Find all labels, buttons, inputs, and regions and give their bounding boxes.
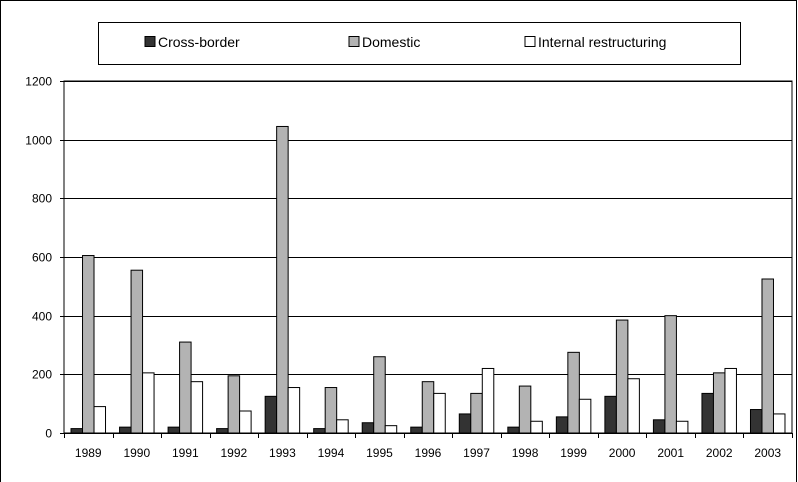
bar-internal-restructuring-1994 <box>336 419 349 434</box>
bar-cross-border-1998 <box>507 426 520 434</box>
legend-box <box>98 22 741 65</box>
x-tick-label-2001: 2001 <box>657 446 684 460</box>
bar-internal-restructuring-2002 <box>724 367 737 434</box>
bar-domestic-1998 <box>518 385 532 434</box>
bar-domestic-2001 <box>664 315 677 434</box>
bar-cross-border-1990 <box>119 426 132 434</box>
bar-cross-border-1991 <box>167 426 181 434</box>
bar-cross-border-1997 <box>458 413 472 434</box>
bar-internal-restructuring-1998 <box>530 420 543 434</box>
bar-domestic-1996 <box>421 381 435 434</box>
legend-swatch-internal-restructuring <box>524 36 536 47</box>
x-tick-label-1995: 1995 <box>366 446 393 460</box>
bar-domestic-1993 <box>276 125 289 434</box>
y-tick-label-600: 600 <box>32 251 52 265</box>
bar-internal-restructuring-2003 <box>772 413 786 434</box>
x-tick-label-1992: 1992 <box>221 446 248 460</box>
x-tick-label-1998: 1998 <box>512 446 539 460</box>
y-tick-label-1000: 1000 <box>25 134 52 148</box>
bar-domestic-1995 <box>373 356 386 434</box>
x-tick-label-2003: 2003 <box>754 446 781 460</box>
legend-label-cross-border: Cross-border <box>158 34 240 50</box>
bar-cross-border-1999 <box>555 416 569 434</box>
bar-domestic-1991 <box>179 341 192 434</box>
bar-domestic-1989 <box>82 255 95 434</box>
bar-cross-border-2000 <box>604 395 617 434</box>
bar-internal-restructuring-1991 <box>190 381 204 434</box>
legend-label-internal-restructuring: Internal restructuring <box>538 34 666 50</box>
bar-cross-border-2003 <box>749 409 763 434</box>
y-tick-label-800: 800 <box>32 192 52 206</box>
bar-internal-restructuring-1999 <box>578 398 592 434</box>
bar-domestic-1990 <box>130 269 144 434</box>
bar-internal-restructuring-1997 <box>481 367 495 434</box>
bar-cross-border-1995 <box>361 422 375 434</box>
bar-cross-border-1992 <box>216 428 229 434</box>
bar-domestic-2003 <box>761 278 774 434</box>
y-tick-label-0: 0 <box>45 427 52 441</box>
bar-domestic-1999 <box>567 351 580 434</box>
bar-internal-restructuring-2000 <box>627 378 640 434</box>
bar-domestic-1994 <box>324 387 338 434</box>
y-tick-label-1200: 1200 <box>25 75 52 89</box>
bar-domestic-2000 <box>615 319 629 434</box>
x-tick-label-1996: 1996 <box>415 446 442 460</box>
bar-internal-restructuring-1990 <box>142 372 155 434</box>
y-tick-label-400: 400 <box>32 310 52 324</box>
bar-internal-restructuring-1989 <box>93 406 107 434</box>
x-tick-label-2000: 2000 <box>609 446 636 460</box>
bar-internal-restructuring-1996 <box>433 392 446 434</box>
legend-swatch-cross-border <box>144 36 156 47</box>
bar-domestic-1997 <box>470 392 483 434</box>
x-tick-label-1991: 1991 <box>172 446 199 460</box>
x-tick-label-1989: 1989 <box>75 446 102 460</box>
bar-cross-border-1989 <box>70 428 84 434</box>
x-tick-label-1999: 1999 <box>560 446 587 460</box>
bar-cross-border-1993 <box>264 395 278 434</box>
legend-swatch-domestic <box>348 36 360 47</box>
x-tick-label-1997: 1997 <box>463 446 490 460</box>
bar-domestic-2002 <box>712 372 726 434</box>
bar-cross-border-2001 <box>652 419 666 434</box>
bar-internal-restructuring-1995 <box>384 425 398 434</box>
y-tick-label-200: 200 <box>32 368 52 382</box>
bar-cross-border-2002 <box>701 392 714 434</box>
bar-domestic-1992 <box>227 375 241 434</box>
bar-cross-border-1994 <box>313 428 326 434</box>
bar-internal-restructuring-1992 <box>239 410 252 434</box>
bar-internal-restructuring-2001 <box>675 420 689 434</box>
bar-internal-restructuring-1993 <box>287 387 301 434</box>
legend-label-domestic: Domestic <box>362 34 420 50</box>
x-tick-label-2002: 2002 <box>706 446 733 460</box>
x-tick-label-1993: 1993 <box>269 446 296 460</box>
bar-cross-border-1996 <box>410 426 423 434</box>
x-tick-label-1990: 1990 <box>123 446 150 460</box>
x-tick-label-1994: 1994 <box>318 446 345 460</box>
